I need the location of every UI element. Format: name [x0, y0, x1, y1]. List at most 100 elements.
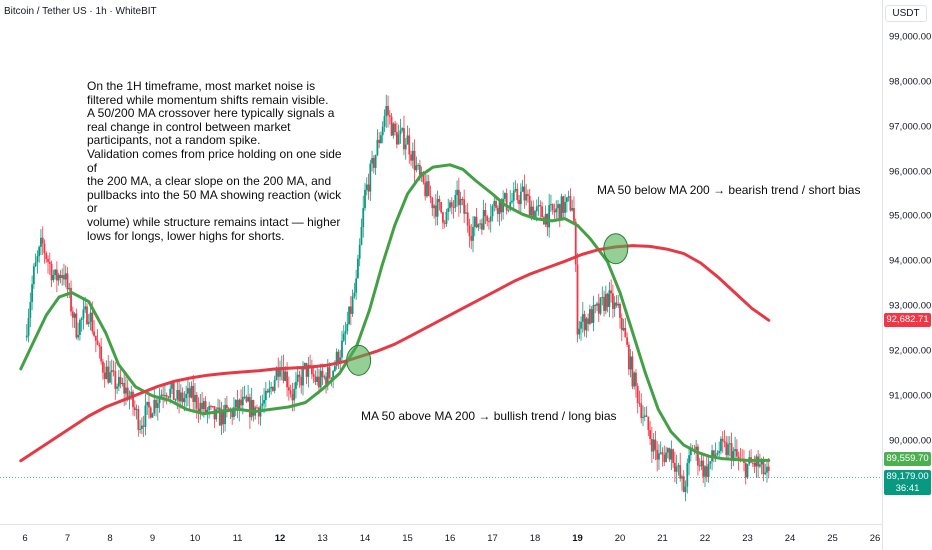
- price-tick-label: 90,000.00: [889, 435, 932, 447]
- candle-body: [266, 390, 269, 393]
- candle-body: [133, 407, 136, 411]
- candle-body: [380, 135, 382, 144]
- candle-body: [573, 208, 575, 222]
- candle-body: [337, 351, 340, 364]
- candle-body: [734, 449, 737, 452]
- currency-selector[interactable]: USDT: [885, 5, 927, 22]
- candle-body: [206, 409, 209, 413]
- candle-body: [98, 344, 101, 347]
- candle-body: [500, 199, 503, 213]
- price-tick-label: 92,000.00: [889, 345, 932, 357]
- candle-body: [507, 209, 510, 211]
- candle-body: [675, 466, 678, 472]
- candle-body: [167, 396, 170, 398]
- candle-body: [353, 292, 356, 297]
- candle-body: [702, 460, 705, 477]
- candle-body: [360, 227, 363, 245]
- candle-body: [55, 269, 58, 281]
- candle-body: [677, 465, 680, 467]
- candle-body: [399, 130, 402, 135]
- price-tick-label: 99,000.00: [889, 31, 932, 43]
- candle-body: [225, 404, 228, 409]
- candle-body: [94, 335, 97, 341]
- candle-body: [560, 196, 563, 219]
- candle-body: [202, 401, 205, 410]
- candle-body: [472, 226, 474, 241]
- candle-body: [661, 452, 664, 455]
- candle-body: [695, 446, 698, 450]
- candle-body: [496, 207, 499, 214]
- candle-body: [171, 382, 173, 389]
- candle-body: [495, 201, 497, 208]
- candle-body: [341, 340, 343, 358]
- candle-body: [50, 263, 53, 281]
- chart-plot-area[interactable]: [0, 0, 882, 524]
- candle-body: [293, 388, 296, 401]
- candle-body: [627, 344, 630, 370]
- candle-body: [440, 202, 443, 213]
- candle-body: [571, 208, 574, 211]
- candle-body: [461, 198, 464, 200]
- candle-body: [615, 302, 618, 306]
- candle-body: [333, 365, 336, 371]
- candle-body: [548, 204, 551, 228]
- candle-body: [438, 199, 441, 203]
- date-tick-label: 7: [64, 533, 71, 544]
- candle-body: [390, 116, 393, 136]
- candle-body: [86, 306, 88, 325]
- candle-body: [498, 199, 501, 214]
- candle-body: [424, 182, 427, 197]
- candle-body: [406, 135, 409, 145]
- candle-body: [578, 328, 581, 335]
- candle-body: [650, 438, 653, 452]
- candle-body: [25, 335, 28, 338]
- candle-body: [372, 157, 375, 168]
- candle-body: [275, 367, 278, 381]
- time-axis[interactable]: [0, 524, 882, 550]
- candle-body: [78, 320, 81, 336]
- candle-body: [155, 399, 157, 409]
- candle-body: [728, 443, 731, 445]
- candle-body: [34, 262, 37, 267]
- candle-body: [110, 370, 113, 373]
- candle-body: [217, 407, 219, 410]
- candle-body: [367, 184, 370, 192]
- candle-body: [583, 314, 586, 331]
- candle-body: [431, 197, 434, 209]
- candle-body: [670, 449, 673, 460]
- candle-body: [751, 462, 754, 464]
- candle-body: [36, 256, 39, 263]
- candle-body: [620, 317, 623, 331]
- candle-body: [66, 273, 69, 290]
- candle-body: [753, 462, 756, 467]
- candle-body: [532, 206, 535, 218]
- candle-body: [447, 208, 450, 212]
- date-tick-label: 21: [657, 533, 668, 544]
- candle-body: [149, 407, 152, 418]
- candle-body: [395, 132, 398, 145]
- candle-body: [604, 293, 607, 311]
- candle-body: [158, 396, 161, 404]
- candle-body: [514, 188, 517, 191]
- date-tick-label: 6: [22, 533, 28, 544]
- candle-body: [705, 466, 708, 477]
- bullish-crossover-marker: [346, 344, 372, 376]
- candle-body: [450, 202, 453, 207]
- candle-body: [162, 394, 165, 396]
- candle-body: [218, 407, 221, 426]
- candle-body: [541, 206, 543, 218]
- candle-body: [231, 410, 234, 418]
- candle-body: [319, 370, 322, 388]
- candle-body: [54, 269, 57, 276]
- candle-body: [351, 296, 354, 314]
- candle-body: [482, 210, 485, 230]
- candle-body: [723, 441, 726, 443]
- candle-body: [459, 198, 462, 206]
- candle-body: [721, 438, 724, 442]
- candle-body: [640, 403, 643, 419]
- candle-body: [456, 189, 458, 196]
- candle-body: [394, 123, 397, 133]
- symbol-title[interactable]: Bitcoin / Tether US · 1h · WhiteBIT: [4, 6, 157, 17]
- candle-body: [569, 196, 572, 211]
- candle-body: [195, 394, 198, 409]
